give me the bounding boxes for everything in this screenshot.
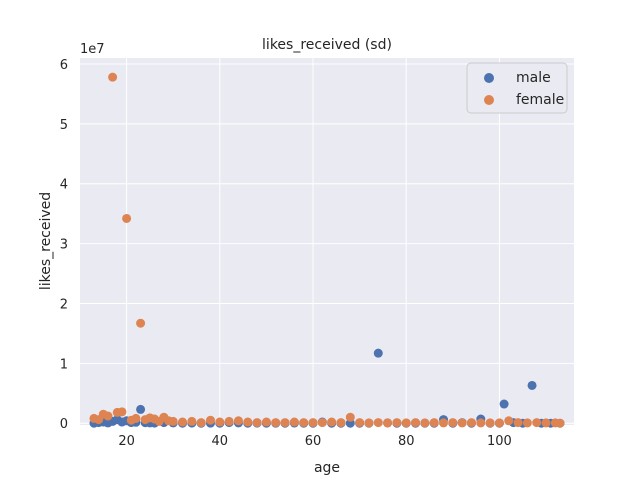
data-point-female <box>373 418 383 428</box>
data-point-female <box>383 418 393 428</box>
y-tick-label: 2 <box>60 297 68 312</box>
data-point-female <box>117 407 127 417</box>
data-point-female <box>420 418 430 428</box>
data-point-female <box>205 415 215 425</box>
data-point-female <box>289 417 299 427</box>
y-tick-label: 5 <box>60 118 68 133</box>
data-point-female <box>522 418 532 428</box>
data-point-female <box>513 418 523 428</box>
data-point-female <box>280 418 290 428</box>
data-point-female <box>541 418 551 428</box>
data-point-female <box>108 72 118 82</box>
y-tick-label: 6 <box>60 58 68 73</box>
y-axis-label: likes_received <box>38 192 54 290</box>
y-tick-label: 1 <box>60 357 68 372</box>
data-point-female <box>504 416 514 426</box>
legend-marker-female <box>484 95 494 105</box>
data-point-female <box>122 213 132 223</box>
x-tick-label: 100 <box>487 434 512 449</box>
legend-label-male: male <box>516 70 551 86</box>
x-tick-label: 40 <box>212 434 229 449</box>
data-point-female <box>485 418 495 428</box>
data-point-female <box>555 418 565 428</box>
data-point-female <box>136 318 146 328</box>
data-point-female <box>401 418 411 428</box>
data-point-male <box>136 404 146 414</box>
data-point-female <box>317 418 327 428</box>
data-point-female <box>476 418 486 428</box>
data-point-female <box>261 417 271 427</box>
data-point-female <box>327 417 337 427</box>
y-tick-label: 0 <box>60 417 68 432</box>
data-point-female <box>457 418 467 428</box>
data-point-female <box>224 416 234 426</box>
x-tick-label: 80 <box>398 434 415 449</box>
data-point-female <box>532 418 542 428</box>
data-point-male <box>373 348 383 358</box>
data-point-female <box>233 416 243 426</box>
data-point-female <box>448 418 458 428</box>
data-point-female <box>494 418 504 428</box>
data-point-female <box>187 416 197 426</box>
data-point-female <box>178 417 188 427</box>
y-tick-label: 3 <box>60 238 68 253</box>
data-point-female <box>243 417 253 427</box>
data-point-female <box>364 418 374 428</box>
data-point-female <box>252 418 262 428</box>
data-point-female <box>131 413 141 423</box>
data-point-female <box>411 418 421 428</box>
data-point-female <box>196 418 206 428</box>
data-point-female <box>215 417 225 427</box>
x-axis-label: age <box>314 460 340 476</box>
data-point-female <box>429 418 439 428</box>
y-tick-label: 4 <box>60 178 68 193</box>
data-point-female <box>355 418 365 428</box>
data-point-female <box>345 412 355 422</box>
data-point-female <box>299 418 309 428</box>
y-multiplier-label: 1e7 <box>80 42 105 57</box>
tick-labels: 20 40 60 80 100 0 1 2 3 4 5 6 <box>60 58 512 449</box>
data-point-female <box>271 418 281 428</box>
data-point-female <box>439 418 449 428</box>
grid-lines <box>80 58 574 425</box>
chart-title: likes_received (sd) <box>262 37 392 53</box>
data-point-female <box>336 418 346 428</box>
data-point-female <box>308 418 318 428</box>
data-points <box>89 72 565 428</box>
data-point-female <box>103 411 113 421</box>
data-point-female <box>168 416 178 426</box>
x-tick-label: 60 <box>305 434 322 449</box>
data-point-female <box>466 418 476 428</box>
legend-marker-male <box>484 73 494 83</box>
data-point-female <box>392 418 402 428</box>
x-tick-label: 20 <box>118 434 135 449</box>
data-point-male <box>499 399 509 409</box>
legend: male female <box>466 62 568 114</box>
legend-label-female: female <box>516 92 564 108</box>
data-point-male <box>527 380 537 390</box>
